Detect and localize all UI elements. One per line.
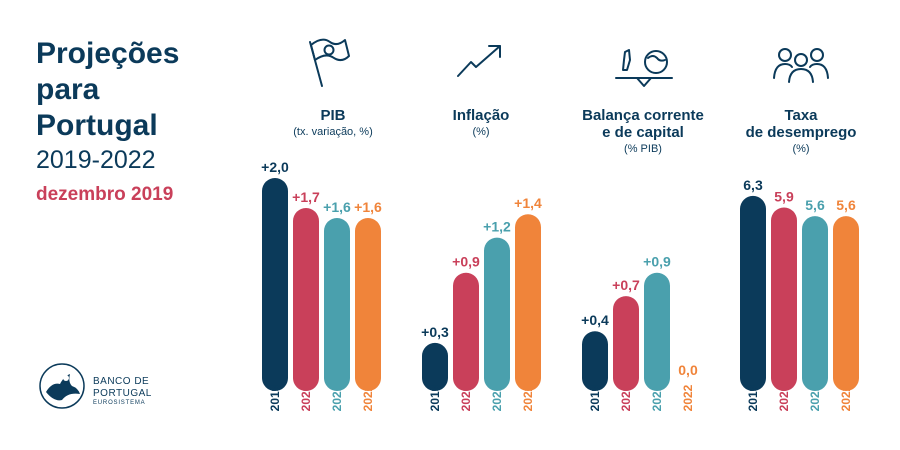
bar-balanca-2020 xyxy=(613,296,639,391)
chart-title-balanca-line-1: Balança corrente xyxy=(582,107,704,124)
flag-icon xyxy=(309,38,350,87)
year-label-balanca-2020: 2020 xyxy=(619,384,633,411)
value-label-inflacao-2019: +0,3 xyxy=(421,324,449,340)
year-label-desemprego-2019: 2019 xyxy=(746,384,760,411)
chart-subtitle-balanca: (% PIB) xyxy=(624,143,662,155)
logo-name-line-2: PORTUGAL xyxy=(93,388,152,399)
value-label-pib-2022: +1,6 xyxy=(354,199,382,215)
bar-desemprego-2021 xyxy=(802,216,828,391)
value-label-desemprego-2020: 5,9 xyxy=(774,188,794,204)
chart-subtitle-inflacao: (%) xyxy=(472,126,489,138)
chart-title-desemprego-line-2: de desemprego xyxy=(746,124,857,141)
year-label-desemprego-2022: 2022 xyxy=(839,384,853,411)
title-month: dezembro 2019 xyxy=(36,184,174,205)
trend-up-arrow-icon xyxy=(457,45,501,77)
logo-name-line-1: BANCO DE xyxy=(93,376,150,387)
value-label-balanca-2021: +0,9 xyxy=(643,254,671,270)
logo-tagline: EUROSISTEMA xyxy=(93,400,146,406)
year-label-balanca-2019: 2019 xyxy=(588,384,602,411)
title-line-2: para xyxy=(36,73,100,106)
year-label-inflacao-2020: 2020 xyxy=(459,384,473,411)
value-label-balanca-2019: +0,4 xyxy=(581,312,609,328)
title-years: 2019-2022 xyxy=(36,146,156,174)
year-label-pib-2020: 2020 xyxy=(299,384,313,411)
bar-inflacao-2019 xyxy=(422,342,448,391)
bar-inflacao-2020 xyxy=(453,272,479,391)
value-label-desemprego-2022: 5,6 xyxy=(836,197,856,213)
value-label-inflacao-2020: +0,9 xyxy=(452,254,480,270)
bar-inflacao-2021 xyxy=(484,237,510,391)
page-title: Projeções para Portugal 2019-2022 dezemb… xyxy=(36,36,256,204)
chart-title-inflacao: Inflação xyxy=(453,107,510,124)
chart-title-balanca-line-2: e de capital xyxy=(602,124,684,141)
value-label-inflacao-2022: +1,4 xyxy=(514,195,542,211)
emblem-icon xyxy=(39,363,85,409)
balance-scale-globe-icon xyxy=(615,49,673,87)
year-label-balanca-2021: 2021 xyxy=(650,384,664,411)
value-label-desemprego-2019: 6,3 xyxy=(743,177,763,193)
chart-subtitle-pib: (tx. variação, %) xyxy=(293,126,372,138)
value-label-inflacao-2021: +1,2 xyxy=(483,219,511,235)
bar-balanca-2019 xyxy=(582,331,608,391)
value-label-desemprego-2021: 5,6 xyxy=(805,197,825,213)
bar-pib-2019 xyxy=(262,178,288,391)
year-label-desemprego-2021: 2021 xyxy=(808,384,822,411)
bar-pib-2020 xyxy=(293,208,319,391)
bar-pib-2021 xyxy=(324,218,350,391)
title-line-1: Projeções xyxy=(36,37,180,70)
chart-subtitle-desemprego: (%) xyxy=(792,143,809,155)
year-label-desemprego-2020: 2020 xyxy=(777,384,791,411)
bar-pib-2022 xyxy=(355,218,381,391)
title-line-3: Portugal xyxy=(36,109,158,142)
bar-desemprego-2020 xyxy=(771,207,797,391)
year-label-inflacao-2019: 2019 xyxy=(428,384,442,411)
value-label-pib-2019: +2,0 xyxy=(261,159,289,175)
value-label-pib-2020: +1,7 xyxy=(292,189,320,205)
value-label-balanca-2020: +0,7 xyxy=(612,277,640,293)
year-label-pib-2022: 2022 xyxy=(361,384,375,411)
people-group-icon xyxy=(773,48,829,83)
year-label-pib-2019: 2019 xyxy=(268,384,282,411)
banco-de-portugal-logo: BANCO DE PORTUGAL EUROSISTEMA xyxy=(38,362,178,412)
chart-title-pib: PIB xyxy=(320,107,345,124)
bar-desemprego-2022 xyxy=(833,216,859,391)
year-label-pib-2021: 2021 xyxy=(330,384,344,411)
value-label-pib-2021: +1,6 xyxy=(323,199,351,215)
value-label-balanca-2022: 0,0 xyxy=(678,362,698,378)
year-label-balanca-2022: 2022 xyxy=(681,384,695,411)
bars-layer: +2,0 2019 +1,7 2020 +1,6 2021 +1,6 2022 +0,3 2019… xyxy=(261,159,859,411)
bar-inflacao-2022 xyxy=(515,214,541,391)
bar-desemprego-2019 xyxy=(740,195,766,391)
chart-title-desemprego-line-1: Taxa xyxy=(784,107,818,124)
bar-balanca-2021 xyxy=(644,272,670,391)
year-label-inflacao-2021: 2021 xyxy=(490,384,504,411)
year-label-inflacao-2022: 2022 xyxy=(521,384,535,411)
